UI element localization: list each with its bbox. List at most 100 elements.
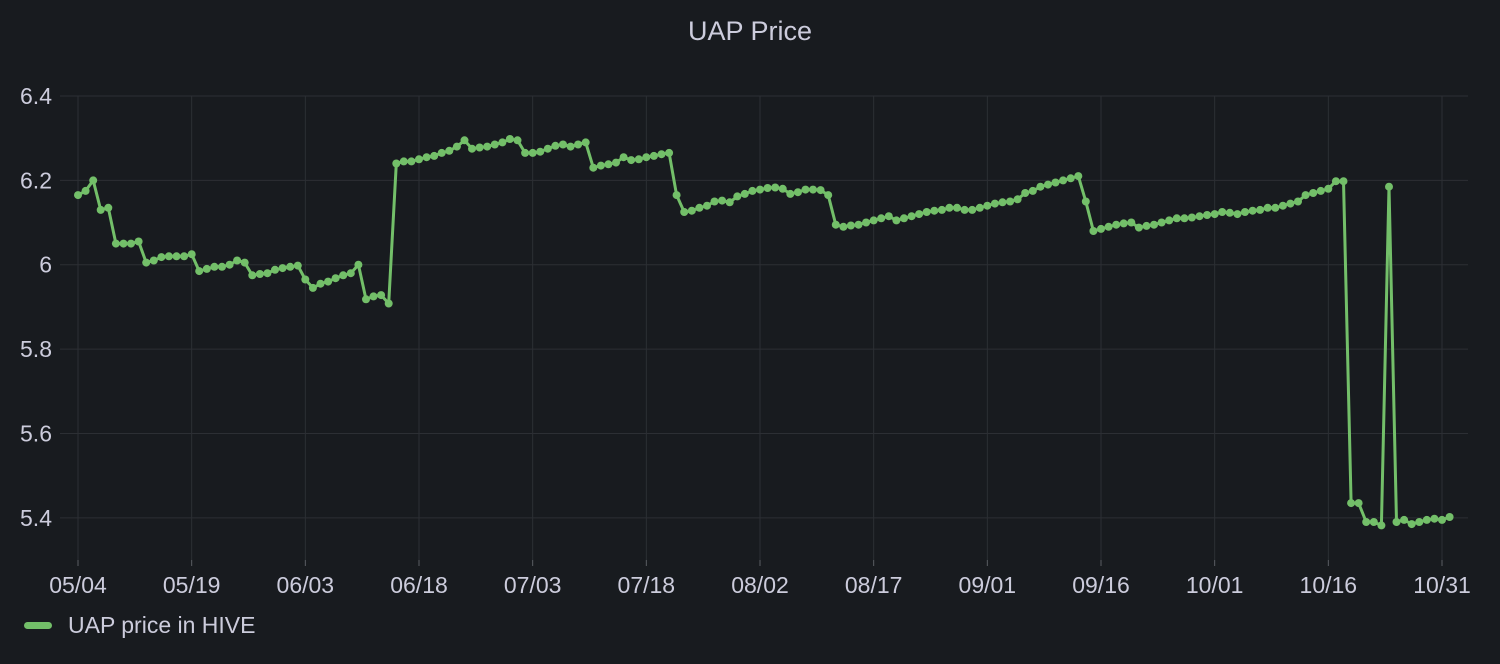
y-tick-label: 5.8 <box>20 336 52 362</box>
data-point <box>748 186 757 195</box>
data-point <box>483 142 492 151</box>
data-point <box>134 237 143 246</box>
data-point <box>703 201 711 210</box>
data-point <box>1051 178 1060 187</box>
data-point <box>1347 499 1356 508</box>
data-point <box>710 197 719 206</box>
legend-item[interactable]: UAP price in HIVE <box>24 612 255 639</box>
data-point <box>1339 177 1348 186</box>
data-point <box>695 203 704 212</box>
data-point <box>718 196 727 205</box>
data-point <box>1241 208 1249 216</box>
data-point <box>983 201 992 210</box>
data-point <box>839 222 848 231</box>
data-point <box>1142 221 1151 230</box>
data-point <box>581 138 590 147</box>
data-point <box>892 216 901 225</box>
data-point <box>687 206 696 215</box>
data-point <box>468 144 476 153</box>
x-tick-label: 10/31 <box>1413 572 1471 598</box>
data-point <box>877 214 886 223</box>
x-tick-label: 05/04 <box>49 572 107 598</box>
data-point <box>460 136 469 145</box>
data-point <box>968 205 977 214</box>
y-tick-label: 5.6 <box>20 420 52 446</box>
data-point <box>1097 224 1105 233</box>
legend-label: UAP price in HIVE <box>68 612 256 638</box>
data-point <box>763 184 772 192</box>
data-point <box>1415 518 1424 526</box>
data-point <box>202 264 211 273</box>
data-point <box>740 189 749 198</box>
legend-swatch <box>24 622 52 629</box>
data-point <box>1021 189 1030 197</box>
x-tick-label: 10/01 <box>1186 572 1244 598</box>
data-point <box>1263 203 1272 212</box>
x-tick-label: 08/02 <box>731 572 789 598</box>
data-point <box>1362 518 1371 526</box>
data-point <box>642 153 651 162</box>
data-point <box>680 208 689 216</box>
data-point <box>824 191 833 200</box>
data-point <box>293 261 302 270</box>
data-point <box>930 206 939 215</box>
series-line <box>77 137 1451 527</box>
data-point <box>308 283 317 292</box>
data-point <box>1134 223 1143 232</box>
data-point <box>89 176 98 185</box>
data-point <box>574 140 583 149</box>
data-point <box>854 220 863 229</box>
data-point <box>81 186 90 195</box>
data-point <box>1059 176 1068 185</box>
data-point <box>559 140 567 149</box>
data-point <box>225 260 234 269</box>
data-point <box>263 269 272 278</box>
data-point <box>415 155 423 164</box>
data-point <box>195 267 204 276</box>
x-tick-label: 07/03 <box>504 572 562 598</box>
data-point <box>1430 514 1439 523</box>
data-point <box>922 208 931 216</box>
data-point <box>543 144 552 153</box>
x-tick-label: 06/18 <box>390 572 448 598</box>
x-tick-label: 05/19 <box>163 572 221 598</box>
data-point <box>1104 222 1113 231</box>
data-point <box>915 210 924 219</box>
data-point <box>392 159 401 168</box>
data-point <box>445 146 454 155</box>
data-point <box>339 271 348 280</box>
data-point <box>672 191 681 200</box>
data-point <box>1278 201 1287 210</box>
data-point <box>756 185 764 194</box>
data-point <box>907 212 916 221</box>
data-point <box>1286 199 1295 208</box>
data-point <box>1006 197 1015 206</box>
x-tick-label: 09/16 <box>1072 572 1130 598</box>
data-point <box>362 295 370 304</box>
data-point <box>990 199 999 208</box>
data-point <box>119 239 128 248</box>
data-point <box>1150 220 1158 229</box>
data-point <box>180 252 189 261</box>
data-point <box>498 138 507 147</box>
data-point <box>1400 515 1409 524</box>
data-point <box>778 184 787 193</box>
data-point <box>1369 518 1378 526</box>
data-point <box>945 203 954 212</box>
data-point <box>1324 184 1333 193</box>
data-point <box>1294 197 1302 206</box>
data-point <box>218 262 226 271</box>
data-point <box>612 158 620 167</box>
data-point <box>1036 182 1045 191</box>
data-point <box>1172 214 1181 223</box>
y-tick-label: 6 <box>39 252 52 278</box>
data-point <box>74 191 82 200</box>
data-point <box>1165 216 1174 225</box>
data-point <box>900 214 908 223</box>
data-point <box>1081 197 1090 206</box>
data-point <box>271 265 279 274</box>
data-point <box>566 142 575 151</box>
data-point <box>846 221 855 230</box>
data-point <box>589 163 598 172</box>
